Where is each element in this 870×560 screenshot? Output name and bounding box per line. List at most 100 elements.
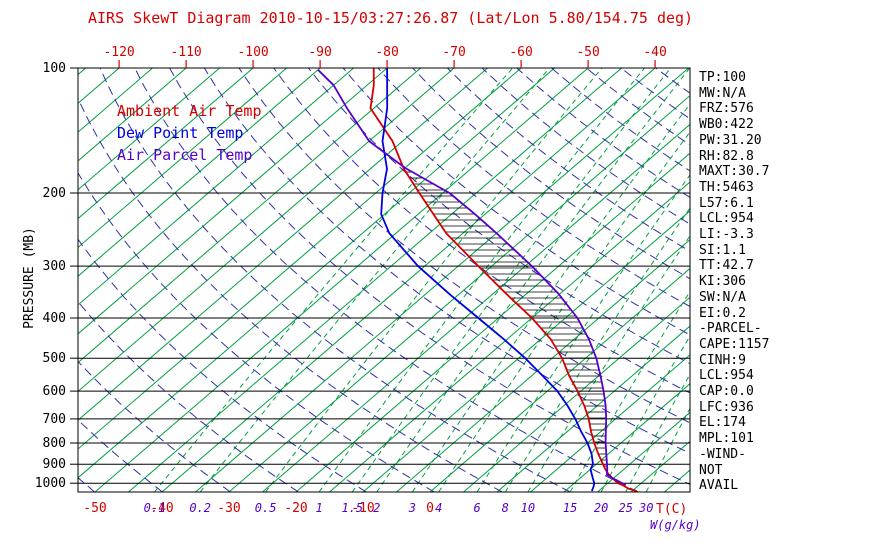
isotherm-line [78,68,555,479]
stats-line: PW:31.20 [699,132,762,148]
isotherm-line [78,68,488,421]
legend: Ambient Air Temp Dew Point Temp Air Parc… [117,100,262,166]
dry-adiabat-line [169,68,690,486]
plot-border [77,67,691,493]
pressure-tick-label: 300 [43,259,66,274]
mixing-ratio-tick-label: 6 [473,501,480,515]
dry-adiabat-line [551,68,690,172]
dry-adiabat-line [134,68,639,492]
top-temp-tick-label: -80 [375,45,398,60]
stats-line: CAPE:1157 [699,336,770,352]
bottom-temp-tick-label: 0 [426,501,434,516]
mixing-ratio-tick-label: 8 [502,501,509,515]
isotherm-line [362,210,690,492]
stats-line: RH:82.8 [699,148,754,164]
isotherm-line [78,68,455,393]
dry-adiabat-line [78,477,95,492]
isotherm-line [161,68,656,492]
top-temp-tick-label: -70 [442,45,465,60]
stats-line: LFC:936 [699,399,754,415]
mixing-unit-label: W(g/kg) [650,518,701,532]
stats-line: TH:5463 [699,179,754,195]
stats-line: WB0:422 [699,117,754,133]
pressure-tick-label: 200 [43,186,66,201]
stats-line: -PARCEL- [699,321,762,337]
dry-adiabat-line [342,68,690,336]
bottom-temp-tick-label: -40 [150,501,173,516]
stats-line: CAP:0.0 [699,384,754,400]
mixing-ratio-tick-label: 0.1 [144,501,166,515]
mixing-ratio-line [318,68,645,492]
stats-panel: TP:100 MW:N/A FRZ:576 WB0:422 PW:31.20 RH:82.… [699,70,769,494]
bottom-temp-tick-label: -30 [217,501,240,516]
stats-line: LI:-3.3 [699,227,754,243]
mixing-ratio-tick-label: 1.5 [341,501,363,515]
dry-adiabat-line [203,68,690,454]
stats-line: SW:N/A [699,289,746,305]
isotherm-line [78,68,254,220]
stats-line: SI:1.1 [699,242,746,258]
isotherm-line [597,411,690,492]
mixing-ratio-tick-label: 2 [373,501,380,515]
stats-line: MPL:101 [699,431,754,447]
mixing-ratio-line [569,290,690,492]
mixing-ratio-line [476,173,690,492]
dry-adiabat-line [78,300,299,492]
top-temp-tick-label: -100 [237,45,268,60]
isotherm-line [195,68,689,492]
isotherm-line [78,68,287,249]
bottom-temp-tick-label: -50 [83,501,106,516]
isotherm-line [78,68,522,450]
pressure-tick-label: 1000 [35,476,66,491]
mixing-ratio-tick-label: 15 [563,501,577,515]
pressure-tick-label: 400 [43,311,66,326]
mixing-ratio-line [504,207,690,492]
isotherm-line [429,267,690,492]
stats-line: CINH:9 [699,352,746,368]
stats-line: MAXT:30.7 [699,164,770,180]
stats-line: AVAIL [699,478,739,494]
top-temp-tick-label: -90 [308,45,331,60]
dry-adiabat-line [238,68,690,424]
temp-unit-label: T(C) [656,502,687,517]
pressure-tick-label: 500 [43,351,66,366]
stats-line: TP:100 [699,70,746,85]
stats-line: L57:6.1 [699,195,754,211]
curve-dew-point-temp [380,68,596,492]
mixing-ratio-line [438,131,690,492]
legend-dew-point-temp: Dew Point Temp [117,124,244,142]
isotherm-line [78,68,86,76]
isotherm-line [94,68,589,492]
mixing-ratio-tick-label: 0.5 [255,501,277,515]
stats-line: EI:0.2 [699,305,746,321]
mixing-ratio-tick-label: 25 [618,501,632,515]
cape-hatch [405,171,624,485]
stats-line: FRZ:576 [699,101,754,117]
isotherm-line [78,68,321,277]
dry-adiabat-line [78,97,503,492]
isotherm-line [78,68,421,364]
mixing-ratio-tick-label: 4 [435,501,442,515]
chart-title: AIRS SkewT Diagram 2010-10-15/03:27:26.8… [88,9,694,27]
bottom-temp-tick-label: -10 [351,501,374,516]
pressure-tick-label: 700 [43,412,66,427]
curve-ambient-air-temp [369,68,637,492]
plot-area [0,68,690,492]
isotherm-line [128,68,622,492]
pressure-tick-label: 600 [43,384,66,399]
top-temp-tick-label: -40 [643,45,666,60]
isotherm-line [530,354,690,492]
mixing-ratio-line [199,68,550,492]
pressure-tick-label: 100 [43,61,66,76]
stats-line: LCL:954 [699,368,754,384]
dry-adiabat-line [516,68,690,198]
stats-line: LCL:954 [699,211,754,227]
mixing-ratio-line [527,234,690,492]
isotherm-line [0,68,19,492]
top-temp-tick-label: -120 [103,45,134,60]
stats-line: -WIND- [699,446,746,462]
isotherm-line [563,382,690,492]
isotherm-line [463,296,690,492]
